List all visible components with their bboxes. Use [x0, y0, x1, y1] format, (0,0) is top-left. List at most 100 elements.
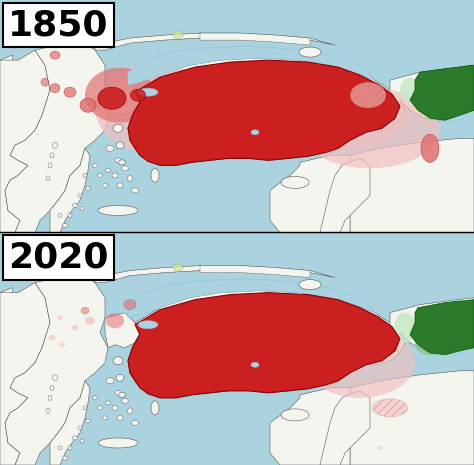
Ellipse shape — [58, 446, 62, 450]
Ellipse shape — [64, 87, 76, 97]
Ellipse shape — [299, 279, 321, 290]
Ellipse shape — [85, 186, 91, 190]
Ellipse shape — [98, 406, 102, 410]
Ellipse shape — [95, 63, 215, 153]
Polygon shape — [128, 291, 405, 398]
Ellipse shape — [373, 399, 408, 417]
Ellipse shape — [121, 166, 128, 171]
Polygon shape — [0, 50, 50, 232]
Ellipse shape — [92, 163, 98, 167]
Ellipse shape — [106, 145, 114, 151]
Polygon shape — [270, 155, 350, 232]
Ellipse shape — [106, 168, 110, 173]
Ellipse shape — [98, 438, 138, 448]
Ellipse shape — [112, 173, 118, 178]
Ellipse shape — [173, 32, 183, 39]
Ellipse shape — [41, 78, 49, 86]
Polygon shape — [320, 391, 370, 465]
Ellipse shape — [85, 317, 95, 325]
Polygon shape — [0, 55, 18, 145]
Ellipse shape — [98, 173, 102, 177]
Ellipse shape — [251, 362, 259, 367]
Ellipse shape — [173, 264, 183, 271]
Ellipse shape — [124, 299, 136, 310]
Ellipse shape — [80, 439, 84, 443]
Ellipse shape — [85, 67, 155, 123]
Ellipse shape — [78, 426, 82, 430]
Ellipse shape — [72, 325, 79, 331]
Ellipse shape — [57, 315, 63, 320]
Ellipse shape — [394, 312, 416, 343]
Ellipse shape — [112, 405, 118, 411]
Ellipse shape — [98, 206, 138, 215]
Ellipse shape — [300, 88, 440, 168]
Polygon shape — [105, 312, 140, 348]
Ellipse shape — [53, 142, 57, 148]
Ellipse shape — [106, 401, 110, 405]
Ellipse shape — [131, 188, 138, 193]
Ellipse shape — [118, 392, 126, 398]
Ellipse shape — [48, 335, 55, 341]
Polygon shape — [128, 279, 375, 318]
Ellipse shape — [63, 456, 67, 460]
Ellipse shape — [46, 176, 50, 181]
Ellipse shape — [102, 183, 108, 187]
Ellipse shape — [50, 385, 54, 390]
Ellipse shape — [128, 408, 133, 414]
Ellipse shape — [50, 153, 54, 158]
Ellipse shape — [59, 342, 65, 347]
Ellipse shape — [415, 330, 445, 355]
Ellipse shape — [106, 313, 124, 328]
Polygon shape — [320, 159, 370, 232]
Ellipse shape — [63, 224, 67, 227]
Ellipse shape — [281, 409, 309, 421]
Polygon shape — [200, 266, 310, 278]
Polygon shape — [95, 33, 335, 50]
Ellipse shape — [78, 193, 82, 198]
Ellipse shape — [281, 176, 309, 188]
Ellipse shape — [116, 374, 124, 381]
Ellipse shape — [128, 175, 133, 181]
Polygon shape — [410, 299, 474, 355]
Polygon shape — [128, 292, 400, 398]
Ellipse shape — [50, 84, 60, 93]
Polygon shape — [270, 388, 350, 465]
Ellipse shape — [46, 408, 50, 413]
Ellipse shape — [115, 158, 121, 163]
Polygon shape — [128, 58, 405, 166]
Polygon shape — [390, 298, 474, 353]
Ellipse shape — [117, 415, 123, 420]
Text: 2020: 2020 — [8, 240, 109, 274]
Polygon shape — [200, 33, 310, 45]
Polygon shape — [105, 46, 375, 85]
Text: 1850: 1850 — [8, 8, 109, 42]
Ellipse shape — [53, 375, 57, 381]
Ellipse shape — [131, 420, 138, 425]
Ellipse shape — [113, 357, 123, 365]
Ellipse shape — [115, 390, 121, 395]
Ellipse shape — [92, 396, 98, 400]
Polygon shape — [350, 138, 474, 232]
Ellipse shape — [440, 67, 470, 123]
Ellipse shape — [305, 328, 415, 398]
Ellipse shape — [68, 213, 72, 218]
Polygon shape — [410, 65, 474, 120]
Ellipse shape — [80, 206, 84, 211]
Ellipse shape — [440, 300, 470, 355]
Ellipse shape — [118, 160, 126, 165]
Ellipse shape — [305, 83, 405, 148]
Ellipse shape — [251, 130, 259, 135]
Polygon shape — [0, 283, 50, 465]
Polygon shape — [105, 279, 375, 318]
Polygon shape — [50, 381, 90, 465]
Ellipse shape — [138, 321, 158, 329]
Ellipse shape — [138, 88, 158, 96]
Ellipse shape — [85, 419, 91, 423]
Polygon shape — [350, 371, 474, 465]
Polygon shape — [50, 148, 90, 232]
Ellipse shape — [102, 416, 108, 420]
Ellipse shape — [80, 98, 96, 112]
Ellipse shape — [68, 446, 72, 450]
Ellipse shape — [151, 401, 159, 415]
Ellipse shape — [400, 78, 420, 103]
